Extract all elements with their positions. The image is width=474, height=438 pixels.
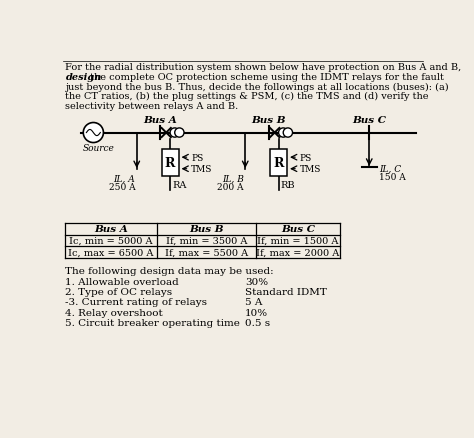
Bar: [162, 150, 179, 176]
Text: For the radial distribution system shown below have protection on Bus A and B,: For the radial distribution system shown…: [65, 64, 462, 72]
Text: 250 A: 250 A: [109, 182, 135, 191]
Text: Bus A: Bus A: [94, 225, 128, 234]
Text: If, max = 2000 A: If, max = 2000 A: [256, 248, 339, 257]
Text: Bus B: Bus B: [251, 116, 286, 124]
Text: Ic, max = 6500 A: Ic, max = 6500 A: [68, 248, 154, 257]
Text: If, min = 3500 A: If, min = 3500 A: [166, 236, 247, 245]
Text: 200 A: 200 A: [217, 182, 244, 191]
Text: 5. Circuit breaker operating time: 5. Circuit breaker operating time: [65, 318, 240, 327]
Text: IL, C: IL, C: [379, 164, 401, 173]
Text: 30%: 30%: [245, 277, 268, 286]
Text: IL, B: IL, B: [222, 174, 244, 183]
Text: Bus C: Bus C: [281, 225, 315, 234]
Bar: [270, 150, 287, 176]
Text: R: R: [273, 157, 284, 170]
Text: PS: PS: [300, 153, 312, 162]
Text: 4. Relay overshoot: 4. Relay overshoot: [65, 308, 163, 317]
Text: Source: Source: [82, 144, 114, 153]
Text: Standard IDMT: Standard IDMT: [245, 287, 327, 296]
Text: selectivity between relays A and B.: selectivity between relays A and B.: [65, 102, 239, 111]
Text: Ic, min = 5000 A: Ic, min = 5000 A: [69, 236, 153, 245]
Text: the complete OC protection scheme using the IDMT relays for the fault: the complete OC protection scheme using …: [87, 73, 444, 82]
Text: design: design: [65, 73, 102, 82]
Text: 5 A: 5 A: [245, 298, 263, 307]
Text: The following design data may be used:: The following design data may be used:: [65, 266, 274, 275]
Circle shape: [170, 129, 179, 138]
Text: IL, A: IL, A: [113, 174, 135, 183]
Text: 10%: 10%: [245, 308, 268, 317]
Text: 0.5 s: 0.5 s: [245, 318, 270, 327]
Text: RA: RA: [173, 181, 187, 190]
Text: 150 A: 150 A: [379, 173, 406, 181]
Text: If, min = 1500 A: If, min = 1500 A: [257, 236, 338, 245]
Text: 1. Allowable overload: 1. Allowable overload: [65, 277, 179, 286]
Text: the CT ratios, (b) the plug settings & PSM, (c) the TMS and (d) verify the: the CT ratios, (b) the plug settings & P…: [65, 92, 429, 101]
Text: Bus C: Bus C: [352, 116, 386, 124]
Text: TMS: TMS: [191, 165, 212, 174]
Text: TMS: TMS: [300, 165, 321, 174]
Circle shape: [279, 129, 288, 138]
Text: just beyond the bus B. Thus, decide the followings at all locations (buses): (a): just beyond the bus B. Thus, decide the …: [65, 82, 449, 92]
Circle shape: [175, 129, 184, 138]
Circle shape: [283, 129, 292, 138]
Text: PS: PS: [191, 153, 203, 162]
Text: -3. Current rating of relays: -3. Current rating of relays: [65, 298, 208, 307]
Circle shape: [83, 123, 103, 143]
Text: If, max = 5500 A: If, max = 5500 A: [165, 248, 248, 257]
Text: Bus B: Bus B: [189, 225, 224, 234]
Text: RB: RB: [281, 181, 295, 190]
Text: 2. Type of OC relays: 2. Type of OC relays: [65, 287, 173, 296]
Text: R: R: [165, 157, 175, 170]
Text: Bus A: Bus A: [143, 116, 177, 124]
